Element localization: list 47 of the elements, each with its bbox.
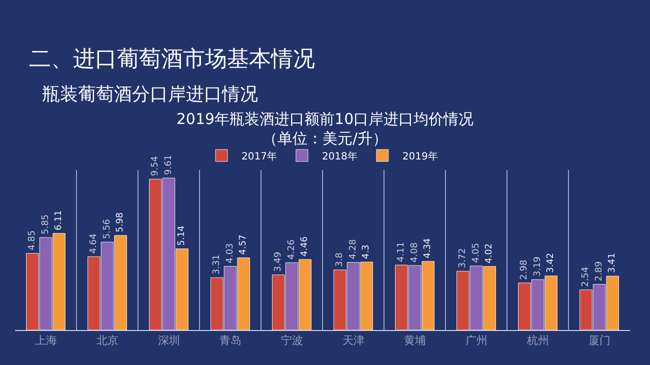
data-label: 3.8 xyxy=(334,252,345,267)
data-label: 2.98 xyxy=(519,260,530,280)
data-label: 9.61 xyxy=(164,154,174,175)
data-label: 4.08 xyxy=(410,242,420,262)
data-label: 4.46 xyxy=(300,236,310,256)
data-label: 2.89 xyxy=(594,260,604,282)
chart-title: 2019年瓶装酒进口额前10口岸进口均价情况 xyxy=(176,110,474,128)
data-label: 4.26 xyxy=(286,239,297,260)
data-label: 2.54 xyxy=(580,266,591,287)
data-label: 5.98 xyxy=(116,212,126,232)
data-label: 6.11 xyxy=(54,210,64,230)
x-tick-label: 深圳 xyxy=(158,334,180,348)
data-label: 3.31 xyxy=(212,254,222,275)
data-label: 3.42 xyxy=(546,252,556,273)
data-label: 4.85 xyxy=(27,230,38,250)
data-label: 5.14 xyxy=(177,225,188,246)
x-tick-label: 宁波 xyxy=(280,334,303,348)
data-label: 4.02 xyxy=(484,243,495,264)
data-label: 3.41 xyxy=(608,253,618,274)
chart-subtitle: （单位：美元/升） xyxy=(262,130,388,148)
text: 瓶装葡萄酒分口岸进口情况 xyxy=(42,84,258,105)
data-label: 5.56 xyxy=(102,218,112,240)
data-label: 4.28 xyxy=(348,238,358,260)
data-label: 5.85 xyxy=(40,214,51,234)
x-tick-label: 杭州 xyxy=(526,334,549,348)
x-tick-label: 黄埔 xyxy=(404,334,426,348)
x-tick-label: 天津 xyxy=(342,334,364,348)
data-label: 4.34 xyxy=(423,238,434,258)
legend-label: 2019年 xyxy=(402,150,438,162)
legend-label: 2017年 xyxy=(242,150,277,162)
data-label: 4.03 xyxy=(225,243,236,264)
data-label: 3.19 xyxy=(532,256,543,277)
x-tick-label: 青岛 xyxy=(219,334,242,348)
data-label: 4.3 xyxy=(362,244,372,259)
x-tick-label: 上海 xyxy=(34,334,57,348)
x-tick-label: 北京 xyxy=(96,334,118,348)
x-tick-label: 厦门 xyxy=(588,334,610,348)
data-label: 4.57 xyxy=(238,234,249,255)
data-label: 4.64 xyxy=(88,233,99,254)
text: 二、进口葡萄酒市场基本情况 xyxy=(29,47,315,72)
data-label: 3.49 xyxy=(273,251,284,272)
data-label: 4.11 xyxy=(396,242,406,262)
data-label: 9.54 xyxy=(150,156,160,176)
data-label: 3.72 xyxy=(458,248,468,268)
legend-label: 2018年 xyxy=(322,150,358,162)
data-label: 4.05 xyxy=(471,242,482,263)
x-tick-label: 广州 xyxy=(465,334,488,348)
